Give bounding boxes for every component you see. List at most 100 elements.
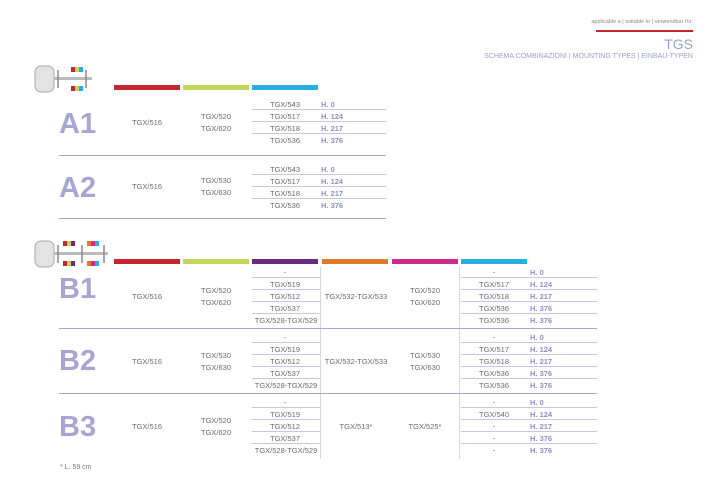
a2-height-2: H. 124 xyxy=(321,177,344,186)
b1-rule-l3 xyxy=(252,301,320,302)
b2-rule-r3 xyxy=(461,366,597,367)
b3-col2-2: TGX/620 xyxy=(200,428,231,437)
b3-col3-4: TGX/537 xyxy=(269,434,300,443)
b2-height-2: H. 124 xyxy=(530,345,553,354)
b1-col6-2: TGX/517 xyxy=(478,280,509,289)
b2-col2-1: TGX/530 xyxy=(200,351,231,360)
b2-col3-5: TGX/528-TGX/529 xyxy=(254,381,318,390)
b1-rule-r1 xyxy=(461,277,597,278)
b3-col1: TGX/516 xyxy=(131,422,162,431)
bar-b-purple xyxy=(252,259,318,264)
b2-separator xyxy=(59,393,597,394)
b1-rule-l1 xyxy=(252,277,320,278)
bar-lime xyxy=(183,85,249,90)
b1-rule-l2 xyxy=(252,289,320,290)
a1-height-1: H. 0 xyxy=(321,100,335,109)
a2-col3-2: TGX/517 xyxy=(269,177,300,186)
b3-rule-r1 xyxy=(461,407,597,408)
b1-col2-1: TGX/520 xyxy=(200,286,231,295)
a1-col3-3: TGX/518 xyxy=(269,124,300,133)
applicable-note: applicable a | suitable to | verwendbar … xyxy=(591,19,693,25)
b1-col6-3: TGX/518 xyxy=(478,292,509,301)
a1-col2-2: TGX/620 xyxy=(200,124,231,133)
b1-col3-4: TGX/537 xyxy=(269,304,300,313)
footnote: * L. 59 cm xyxy=(60,464,92,471)
a2-col2-1: TGX/530 xyxy=(200,176,231,185)
b3-col3-2: TGX/519 xyxy=(269,410,300,419)
b3-height-3: H. 217 xyxy=(530,422,553,431)
b3-col6-2: TGX/540 xyxy=(478,410,509,419)
b2-rule-r4 xyxy=(461,378,597,379)
b3-height-1: H. 0 xyxy=(530,398,544,407)
b1-col4: TGX/532-TGX/533 xyxy=(324,292,388,301)
b3-rule-l2 xyxy=(252,419,320,420)
b3-col4: TGX/513* xyxy=(339,422,373,431)
b1-rule-r3 xyxy=(461,301,597,302)
b2-col5-1: TGX/530 xyxy=(409,351,440,360)
b2-rule-l3 xyxy=(252,366,320,367)
page-title: TGS xyxy=(664,36,693,52)
b1-col5-2: TGX/620 xyxy=(409,298,440,307)
b2-col6-1: - xyxy=(492,333,496,342)
b1-col1: TGX/516 xyxy=(131,292,162,301)
b3-rule-r3 xyxy=(461,431,597,432)
a2-col1: TGX/516 xyxy=(131,182,162,191)
b2-col2-2: TGX/630 xyxy=(200,363,231,372)
group-label-a1: A1 xyxy=(59,108,97,140)
a1-col3-2: TGX/517 xyxy=(269,112,300,121)
b2-col3-4: TGX/537 xyxy=(269,369,300,378)
b1-height-5: H. 376 xyxy=(530,316,553,325)
b3-height-2: H. 124 xyxy=(530,410,553,419)
b3-rule-r4 xyxy=(461,443,597,444)
b3-col3-3: TGX/512 xyxy=(269,422,300,431)
a1-col3-4: TGX/536 xyxy=(269,136,300,145)
b1-col6-4: TGX/536 xyxy=(478,304,509,313)
bar-b-red xyxy=(114,259,180,264)
a1-rule-2 xyxy=(252,121,386,122)
bar-b-lime xyxy=(183,259,249,264)
b3-col3-1: - xyxy=(283,398,287,407)
b1-height-1: H. 0 xyxy=(530,268,544,277)
a2-col2-2: TGX/630 xyxy=(200,188,231,197)
b1-height-4: H. 376 xyxy=(530,304,553,313)
a1-rule-1 xyxy=(252,109,386,110)
b2-col3-2: TGX/519 xyxy=(269,345,300,354)
a2-height-3: H. 217 xyxy=(321,189,344,198)
group-label-b2: B2 xyxy=(59,345,97,377)
b2-height-3: H. 217 xyxy=(530,357,553,366)
b3-col2-1: TGX/520 xyxy=(200,416,231,425)
b1-col2-2: TGX/620 xyxy=(200,298,231,307)
b2-rule-l4 xyxy=(252,378,320,379)
a2-col3-4: TGX/536 xyxy=(269,201,300,210)
b2-col1: TGX/516 xyxy=(131,357,162,366)
b1-col3-1: - xyxy=(283,268,287,277)
a1-height-3: H. 217 xyxy=(321,124,344,133)
b3-rule-l4 xyxy=(252,443,320,444)
b2-rule-l1 xyxy=(252,342,320,343)
a1-col1: TGX/516 xyxy=(131,118,162,127)
a1-col2-1: TGX/520 xyxy=(200,112,231,121)
b-divider-1 xyxy=(320,267,321,459)
b3-col5-1: TGX/525* xyxy=(408,422,442,431)
a2-rule-3 xyxy=(252,198,386,199)
bar-b-cyan xyxy=(461,259,527,264)
b1-rule-r4 xyxy=(461,313,597,314)
b3-rule-l3 xyxy=(252,431,320,432)
b2-col3-1: - xyxy=(283,333,287,342)
b3-col6-3: - xyxy=(492,422,496,431)
b1-col3-2: TGX/519 xyxy=(269,280,300,289)
b1-height-2: H. 124 xyxy=(530,280,553,289)
b2-rule-r1 xyxy=(461,342,597,343)
b1-rule-l4 xyxy=(252,313,320,314)
b2-col3-3: TGX/512 xyxy=(269,357,300,366)
bar-red xyxy=(114,85,180,90)
b2-height-5: H. 376 xyxy=(530,381,553,390)
b2-rule-l2 xyxy=(252,354,320,355)
b2-col6-4: TGX/536 xyxy=(478,369,509,378)
b-divider-2 xyxy=(459,267,460,459)
b3-col6-1: - xyxy=(492,398,496,407)
b1-separator xyxy=(59,328,597,329)
b2-col5-2: TGX/630 xyxy=(409,363,440,372)
b3-col6-5: - xyxy=(492,446,496,455)
b2-col4: TGX/532-TGX/533 xyxy=(324,357,388,366)
